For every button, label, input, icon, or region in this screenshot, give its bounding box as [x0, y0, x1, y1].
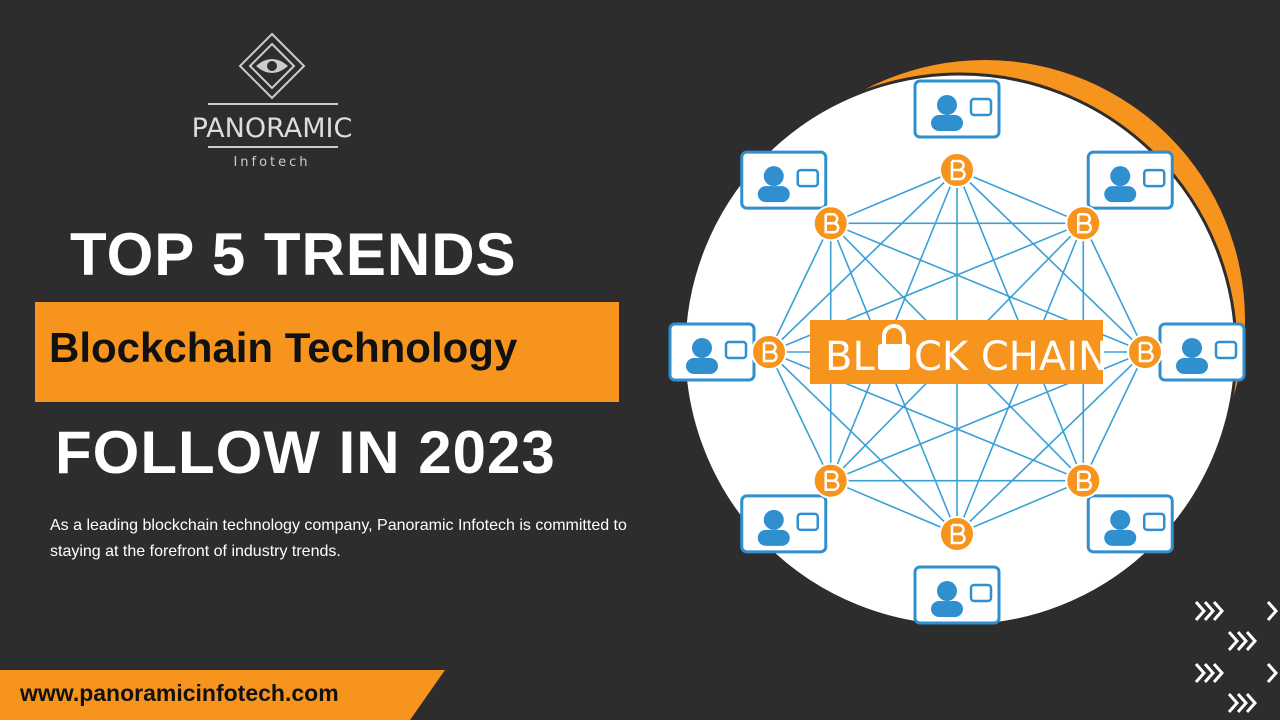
- coin-symbol: [1138, 341, 1154, 363]
- link: [768, 222, 832, 353]
- link: [1082, 222, 1146, 353]
- clasp: [969, 583, 993, 603]
- coin-symbol: [1077, 470, 1093, 491]
- wallet-card: [1158, 322, 1246, 382]
- network: [668, 79, 1246, 625]
- lock-icon: [878, 324, 910, 370]
- label-end: CK CHAIN: [914, 334, 1108, 380]
- avatar-body: [757, 529, 790, 546]
- clasp: [796, 168, 820, 188]
- link: [768, 169, 958, 353]
- avatar: [692, 338, 712, 358]
- wallet-card: [1086, 150, 1174, 210]
- link: [768, 351, 958, 535]
- coin-symbol: [824, 470, 840, 491]
- link: [956, 169, 1084, 225]
- description: As a leading blockchain technology compa…: [50, 517, 627, 560]
- link: [956, 351, 1146, 535]
- link: [768, 351, 832, 482]
- avatar: [937, 95, 957, 115]
- avatar: [763, 509, 784, 530]
- highlight-text: Blockchain Technology: [49, 324, 518, 371]
- label-box: [810, 320, 1103, 384]
- avatar-body: [931, 601, 963, 617]
- chevrons: [1194, 601, 1279, 713]
- avatar: [763, 166, 784, 187]
- coin-symbol: [824, 213, 840, 234]
- coin-symbol: [950, 523, 966, 545]
- link: [1082, 351, 1146, 482]
- clasp: [1214, 340, 1238, 360]
- coin-symbol: [1077, 213, 1093, 234]
- avatar: [1110, 509, 1131, 530]
- logo-name: PANORAMIC: [192, 113, 353, 144]
- avatar-body: [931, 115, 963, 131]
- clasp: [724, 340, 748, 360]
- clasp: [1142, 512, 1166, 532]
- link: [956, 479, 1084, 535]
- avatar-body: [1176, 358, 1208, 374]
- footer-bar: [0, 670, 445, 720]
- avatar: [1110, 166, 1131, 187]
- website-url: www.panoramicinfotech.com: [20, 680, 339, 706]
- avatar-body: [757, 186, 790, 203]
- link: [830, 169, 958, 225]
- headline-bottom: FOLLOW IN 2023: [55, 419, 556, 486]
- clasp: [1142, 168, 1166, 188]
- wallet-card: [913, 565, 1001, 625]
- avatar-body: [686, 358, 718, 374]
- coin-symbol: [762, 341, 778, 363]
- link: [830, 479, 958, 535]
- label-start: BL: [825, 334, 875, 380]
- wallet-card: [740, 150, 828, 210]
- wallet-card: [668, 322, 756, 382]
- link: [956, 169, 1146, 353]
- highlight-box: Blockchain Technology: [35, 302, 619, 402]
- clasp: [969, 97, 993, 117]
- logo-tagline: Infotech: [233, 155, 310, 170]
- wallet-card: [1086, 494, 1174, 554]
- avatar: [937, 581, 957, 601]
- logo-mark: [208, 32, 338, 148]
- clasp: [796, 512, 820, 532]
- wallet-card: [913, 79, 1001, 139]
- avatar-body: [1104, 186, 1137, 203]
- coin-symbol: [950, 159, 966, 181]
- wallet-card: [740, 494, 828, 554]
- avatar-body: [1104, 529, 1137, 546]
- headline-top: TOP 5 TRENDS: [70, 221, 517, 288]
- avatar: [1182, 338, 1202, 358]
